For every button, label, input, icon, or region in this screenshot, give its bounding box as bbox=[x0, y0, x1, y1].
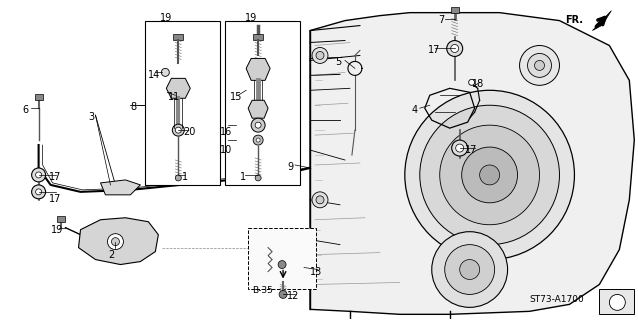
Text: 13: 13 bbox=[310, 267, 322, 276]
Text: 17: 17 bbox=[464, 145, 477, 155]
Bar bbox=[253, 34, 263, 40]
Text: 6: 6 bbox=[22, 105, 29, 115]
Text: 19: 19 bbox=[50, 225, 63, 235]
Text: 17: 17 bbox=[427, 45, 440, 55]
Circle shape bbox=[312, 192, 328, 208]
Circle shape bbox=[251, 118, 265, 132]
Text: 5: 5 bbox=[335, 58, 341, 68]
Bar bbox=[248, 228, 316, 289]
Circle shape bbox=[420, 105, 560, 244]
Circle shape bbox=[256, 138, 260, 142]
Circle shape bbox=[36, 172, 41, 178]
Bar bbox=[57, 216, 64, 222]
Bar bbox=[34, 94, 43, 100]
Text: ST73-A1700: ST73-A1700 bbox=[530, 295, 584, 304]
Text: B-35: B-35 bbox=[252, 286, 273, 295]
Text: 4: 4 bbox=[412, 105, 418, 115]
Text: 16: 16 bbox=[220, 127, 232, 137]
Text: 17: 17 bbox=[48, 194, 61, 204]
Polygon shape bbox=[78, 218, 158, 265]
Circle shape bbox=[32, 168, 45, 182]
Circle shape bbox=[36, 189, 41, 195]
Text: 3: 3 bbox=[89, 112, 94, 122]
Circle shape bbox=[469, 79, 475, 85]
Circle shape bbox=[255, 122, 261, 128]
Circle shape bbox=[172, 124, 184, 136]
Polygon shape bbox=[167, 78, 190, 98]
Bar bbox=[450, 7, 459, 13]
Text: 1: 1 bbox=[240, 172, 246, 182]
Text: 7: 7 bbox=[438, 15, 444, 25]
Bar bbox=[225, 20, 300, 185]
Text: 11: 11 bbox=[168, 92, 181, 102]
Circle shape bbox=[175, 175, 181, 181]
Circle shape bbox=[405, 90, 574, 260]
Text: 20: 20 bbox=[183, 127, 196, 137]
Circle shape bbox=[462, 147, 517, 203]
Circle shape bbox=[535, 60, 544, 70]
Circle shape bbox=[519, 45, 560, 85]
Circle shape bbox=[460, 260, 480, 279]
Bar bbox=[145, 20, 220, 185]
Circle shape bbox=[445, 244, 494, 294]
Polygon shape bbox=[599, 289, 634, 314]
Circle shape bbox=[32, 185, 45, 199]
Polygon shape bbox=[593, 11, 611, 31]
Text: FR.: FR. bbox=[565, 15, 584, 25]
Circle shape bbox=[161, 68, 169, 76]
Circle shape bbox=[253, 135, 263, 145]
Circle shape bbox=[278, 260, 286, 268]
Circle shape bbox=[609, 294, 625, 310]
Circle shape bbox=[312, 47, 328, 63]
Circle shape bbox=[528, 53, 551, 77]
Text: 19: 19 bbox=[245, 13, 257, 23]
Circle shape bbox=[456, 144, 464, 152]
Text: 12: 12 bbox=[287, 292, 299, 301]
Circle shape bbox=[175, 127, 181, 133]
Circle shape bbox=[107, 234, 123, 250]
Circle shape bbox=[450, 44, 459, 52]
Polygon shape bbox=[100, 180, 140, 195]
Circle shape bbox=[480, 165, 500, 185]
Polygon shape bbox=[246, 59, 270, 80]
Text: 14: 14 bbox=[149, 70, 161, 80]
Text: 8: 8 bbox=[130, 102, 137, 112]
Circle shape bbox=[279, 291, 287, 298]
Circle shape bbox=[432, 232, 508, 307]
Text: 15: 15 bbox=[230, 92, 242, 102]
Text: 18: 18 bbox=[471, 79, 484, 89]
Text: 19: 19 bbox=[160, 13, 173, 23]
Bar bbox=[174, 34, 183, 40]
Text: 2: 2 bbox=[108, 250, 115, 260]
Text: 17: 17 bbox=[48, 172, 61, 182]
Polygon shape bbox=[310, 13, 634, 314]
Circle shape bbox=[316, 196, 324, 204]
Text: 9: 9 bbox=[287, 162, 293, 172]
Circle shape bbox=[316, 52, 324, 60]
Circle shape bbox=[452, 140, 468, 156]
Circle shape bbox=[447, 41, 463, 56]
Text: 1: 1 bbox=[182, 172, 188, 182]
Circle shape bbox=[255, 175, 261, 181]
Text: 10: 10 bbox=[220, 145, 232, 155]
Polygon shape bbox=[248, 100, 268, 118]
Circle shape bbox=[440, 125, 540, 225]
Circle shape bbox=[112, 238, 119, 246]
